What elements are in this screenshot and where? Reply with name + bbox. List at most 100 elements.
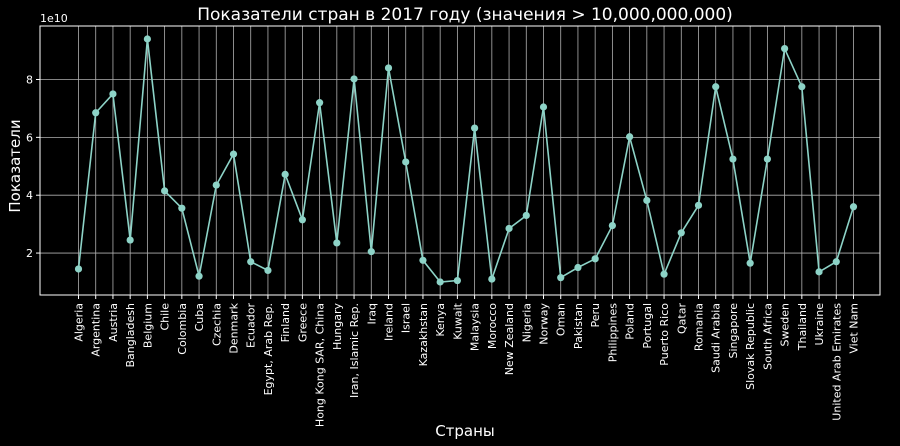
- x-tick-label: Austria: [107, 303, 120, 342]
- x-tick-label: Philippines: [606, 303, 619, 363]
- x-tick-label: Kuwait: [451, 302, 464, 339]
- data-point: [316, 99, 324, 107]
- x-tick-label: Denmark: [228, 302, 241, 353]
- data-point: [178, 204, 186, 212]
- x-tick-label: Oman: [555, 303, 568, 336]
- x-tick-label: Egypt, Arab Rep.: [262, 303, 275, 395]
- series-line: [77, 38, 855, 283]
- data-point: [436, 278, 444, 286]
- data-point: [729, 155, 737, 163]
- data-point: [488, 275, 496, 283]
- x-tick-label: Cuba: [193, 303, 206, 331]
- data-point: [247, 258, 255, 266]
- data-point: [229, 150, 238, 158]
- x-tick-label: Iraq: [365, 303, 378, 325]
- data-point: [557, 274, 565, 282]
- data-point: [798, 83, 806, 91]
- y-axis-label: Показатели: [6, 119, 24, 212]
- x-tick-label: Greece: [296, 303, 309, 342]
- x-tick-label: Ireland: [383, 303, 396, 341]
- x-tick-label: Iran, Islamic Rep.: [348, 303, 361, 398]
- data-point: [832, 258, 840, 266]
- x-tick-label: Argentina: [90, 303, 103, 357]
- plot-frame: [39, 25, 881, 296]
- x-tick-label: Czechia: [210, 303, 223, 346]
- data-point: [505, 224, 513, 233]
- data-point: [92, 109, 100, 117]
- x-tick-label: Belgium: [141, 303, 154, 348]
- grid: [40, 26, 880, 295]
- data-point: [539, 103, 548, 111]
- x-tick-label: Morocco: [486, 303, 499, 349]
- x-tick-label: South Africa: [761, 303, 774, 370]
- data-point: [350, 75, 358, 83]
- data-point: [161, 187, 169, 195]
- chart-title: Показатели стран в 2017 году (значения >…: [197, 5, 733, 25]
- data-point: [677, 229, 685, 237]
- data-point: [384, 64, 393, 72]
- x-tick-label: Hungary: [331, 303, 344, 350]
- data-point: [694, 201, 703, 209]
- x-tick-label: Malaysia: [469, 303, 482, 351]
- x-tick-label: Colombia: [176, 303, 189, 355]
- data-point: [763, 155, 771, 163]
- x-axis-label: Страны: [435, 422, 495, 440]
- x-tick-label: Algeria: [73, 303, 86, 342]
- x-tick-label: United Arab Emirates: [830, 303, 843, 421]
- data-point: [781, 44, 789, 53]
- data-point: [453, 276, 461, 285]
- x-tick-label: Finland: [279, 303, 292, 342]
- x-tick-label: Slovak Republic: [744, 303, 757, 390]
- x-tick-label: Sweden: [779, 303, 792, 346]
- data-point: [591, 255, 599, 263]
- axes: Algeria Argentina Austria Bangladesh Belgium…: [26, 25, 881, 427]
- data-point: [608, 221, 616, 230]
- data-point: [367, 248, 375, 256]
- x-tick-label: Saudi Arabia: [710, 303, 723, 373]
- x-tick-label: Kazakhstan: [417, 303, 430, 366]
- data-point: [74, 265, 83, 273]
- data-point: [264, 266, 272, 275]
- data-point: [333, 239, 341, 247]
- x-tick-label: Norway: [538, 303, 551, 345]
- x-tick-label: Ukraine: [813, 303, 826, 346]
- y-tick-label: 2: [26, 247, 33, 260]
- data-point: [212, 181, 220, 189]
- x-tick-label: Portugal: [641, 303, 654, 349]
- data-point: [712, 83, 720, 91]
- x-tick-label: Romania: [693, 303, 706, 351]
- data-point: [849, 203, 858, 211]
- data-point: [471, 124, 479, 132]
- x-tick-label: Singapore: [727, 303, 740, 359]
- series-line-layer: [77, 38, 855, 283]
- data-point-layer: [74, 35, 858, 286]
- data-point: [660, 270, 668, 278]
- data-point: [298, 216, 306, 224]
- x-tick-label: Peru: [589, 303, 602, 328]
- x-tick-label: Nigeria: [520, 303, 533, 342]
- x-tick-label: Thailand: [796, 303, 809, 351]
- data-point: [746, 259, 754, 267]
- data-point: [109, 90, 117, 98]
- x-tick-label: Israel: [400, 303, 413, 333]
- data-point: [574, 263, 582, 272]
- x-tick-label: New Zealand: [503, 303, 516, 375]
- data-point: [126, 236, 134, 244]
- data-point: [402, 158, 410, 166]
- y-tick-label: 6: [26, 131, 33, 144]
- data-point: [281, 170, 289, 178]
- y-tick-label: 4: [26, 189, 33, 202]
- x-tick-label: Ecuador: [245, 303, 258, 348]
- data-point: [815, 268, 823, 276]
- x-tick-label: Viet Nam: [848, 303, 861, 354]
- x-tick-label: Kenya: [434, 303, 447, 337]
- data-point: [419, 256, 427, 264]
- data-point: [643, 196, 651, 205]
- x-tick-label: Pakistan: [572, 303, 585, 349]
- data-point: [626, 133, 634, 141]
- x-tick-label: Poland: [624, 303, 637, 340]
- x-tick-label: Hong Kong SAR, China: [314, 303, 327, 427]
- data-point: [143, 35, 151, 43]
- data-point: [522, 211, 530, 220]
- y-axis-multiplier: 1e10: [40, 12, 68, 25]
